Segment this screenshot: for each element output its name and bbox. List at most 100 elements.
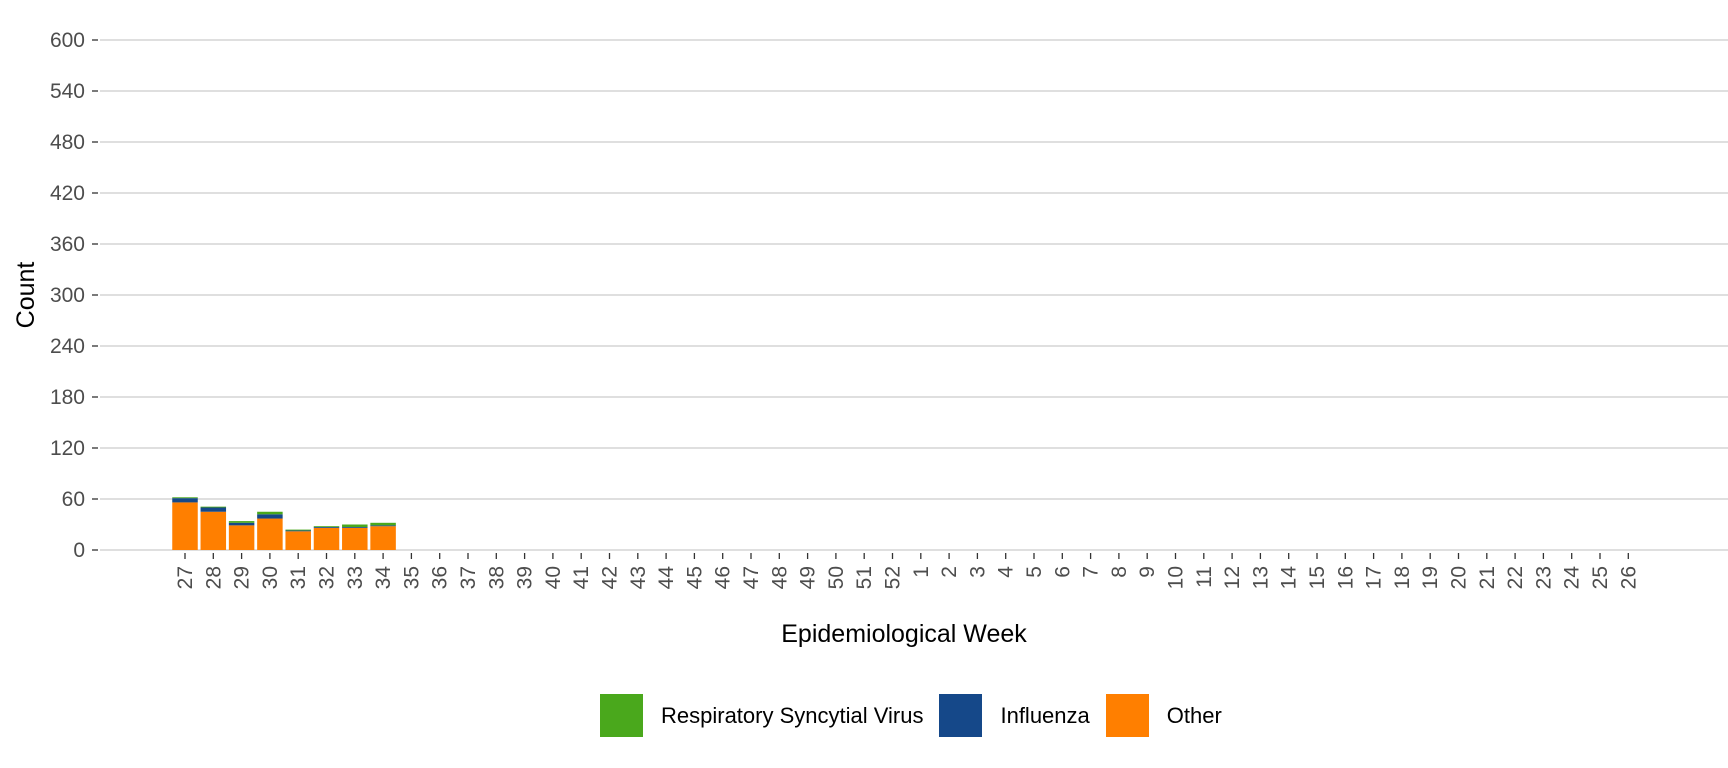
legend-label-other: Other (1166, 702, 1222, 728)
bar-segment (172, 502, 198, 550)
y-tick-label: 180 (50, 386, 85, 409)
bar-segment (257, 518, 283, 550)
y-tick-label: 360 (50, 233, 85, 256)
bar-segment (200, 511, 227, 550)
bar-segment (257, 514, 283, 519)
x-tick-label: 1 (910, 566, 933, 578)
x-tick-label: 25 (1589, 566, 1612, 589)
x-tick-label: 44 (655, 566, 678, 590)
y-axis-title: Count (12, 262, 40, 329)
x-tick-label: 43 (627, 566, 650, 589)
y-tick-label: 60 (62, 488, 85, 511)
bars (172, 497, 396, 550)
x-tick-label: 27 (174, 566, 197, 589)
y-tick-label: 240 (50, 335, 85, 358)
legend: Respiratory Syncytial Virus Influenza Ot… (600, 694, 1238, 737)
x-tick-label: 7 (1080, 566, 1103, 578)
x-tick-label: 38 (485, 566, 508, 589)
x-tick-label: 46 (712, 566, 735, 589)
bar-segment (172, 498, 198, 503)
x-tick-label: 28 (202, 566, 225, 589)
legend-swatch-influenza (939, 694, 983, 737)
bar-segment (228, 522, 255, 526)
bar-segment (370, 522, 396, 526)
bar-segment (342, 527, 368, 550)
legend-item-influenza: Influenza (939, 694, 1090, 737)
x-tick-label: 18 (1391, 566, 1414, 589)
x-tick-label: 14 (1278, 566, 1301, 590)
legend-label-influenza: Influenza (1000, 702, 1090, 728)
x-tick-label: 45 (683, 566, 706, 589)
x-tick-label: 3 (966, 566, 989, 578)
bar-segment (200, 506, 227, 508)
x-tick-label: 6 (1051, 566, 1074, 578)
bar-segment (172, 497, 198, 499)
bar-segment (285, 531, 311, 550)
y-tick-label: 480 (50, 131, 85, 154)
x-tick-label: 24 (1561, 566, 1584, 590)
x-tick-label: 26 (1617, 566, 1640, 589)
y-tick-label: 0 (73, 539, 85, 562)
x-tick-label: 10 (1165, 566, 1188, 589)
x-tick-label: 37 (457, 566, 480, 589)
legend-item-rsv: Respiratory Syncytial Virus (600, 694, 923, 737)
x-tick-label: 41 (570, 566, 593, 589)
x-tick-label: 39 (514, 566, 537, 589)
y-tick-label: 300 (50, 284, 85, 307)
bar-segment (228, 521, 255, 523)
x-tick-label: 33 (344, 566, 367, 589)
x-tick-label: 16 (1334, 566, 1357, 589)
x-tick-label: 5 (1023, 566, 1046, 578)
x-tick-label: 50 (825, 566, 848, 589)
bar-segment (313, 527, 340, 528)
legend-swatch-rsv (600, 694, 643, 737)
x-tick-label: 40 (542, 566, 565, 589)
bar-segment (313, 526, 340, 528)
x-axis-title: Epidemiological Week (781, 620, 1027, 648)
x-tick-label: 30 (259, 566, 282, 589)
x-tick-label: 19 (1419, 566, 1442, 589)
x-tick-label: 2 (938, 566, 961, 578)
x-tick-label: 48 (768, 566, 791, 589)
y-tick-label: 600 (50, 29, 85, 52)
x-tick-label: 36 (429, 566, 452, 589)
y-tick-label: 420 (50, 182, 85, 205)
x-tick-label: 22 (1504, 566, 1527, 589)
x-tick-label: 34 (372, 566, 395, 590)
x-axis: 27 28 29 30 31 32 33 34 35 36 37 38 39 40 41 42 43 44 45 46… (174, 553, 1640, 589)
x-tick-label: 35 (400, 566, 423, 589)
legend-swatch-other (1105, 694, 1149, 737)
x-tick-label: 42 (599, 566, 622, 589)
bar-segment (285, 530, 311, 532)
bar-segment (342, 527, 368, 528)
legend-item-other: Other (1105, 694, 1222, 737)
x-tick-label: 12 (1221, 566, 1244, 589)
x-tick-label: 8 (1108, 566, 1131, 578)
x-tick-label: 13 (1249, 566, 1272, 589)
x-tick-label: 23 (1532, 566, 1555, 589)
x-tick-label: 49 (797, 566, 820, 589)
x-tick-label: 4 (995, 566, 1018, 578)
x-tick-label: 20 (1448, 566, 1471, 589)
x-tick-label: 15 (1306, 566, 1329, 589)
x-tick-label: 47 (740, 566, 763, 589)
bar-segment (257, 511, 283, 515)
x-tick-label: 32 (316, 566, 339, 589)
x-tick-label: 31 (287, 566, 310, 589)
y-axis: 0 60 120 180 240 300 360 420 480 540 600 (50, 29, 98, 562)
gridlines (100, 39, 1728, 551)
y-tick-label: 120 (50, 437, 85, 460)
bar-segment (285, 529, 311, 531)
bar-segment (200, 507, 227, 512)
bar-segment (370, 526, 396, 550)
bar-segment (342, 524, 368, 528)
bar-segment (313, 527, 340, 550)
x-tick-label: 11 (1193, 566, 1216, 588)
x-tick-label: 17 (1363, 566, 1386, 589)
x-tick-label: 21 (1476, 566, 1499, 589)
x-tick-label: 51 (853, 566, 876, 589)
y-tick-label: 540 (50, 80, 85, 103)
x-tick-label: 52 (882, 566, 905, 589)
x-tick-label: 9 (1136, 566, 1159, 578)
